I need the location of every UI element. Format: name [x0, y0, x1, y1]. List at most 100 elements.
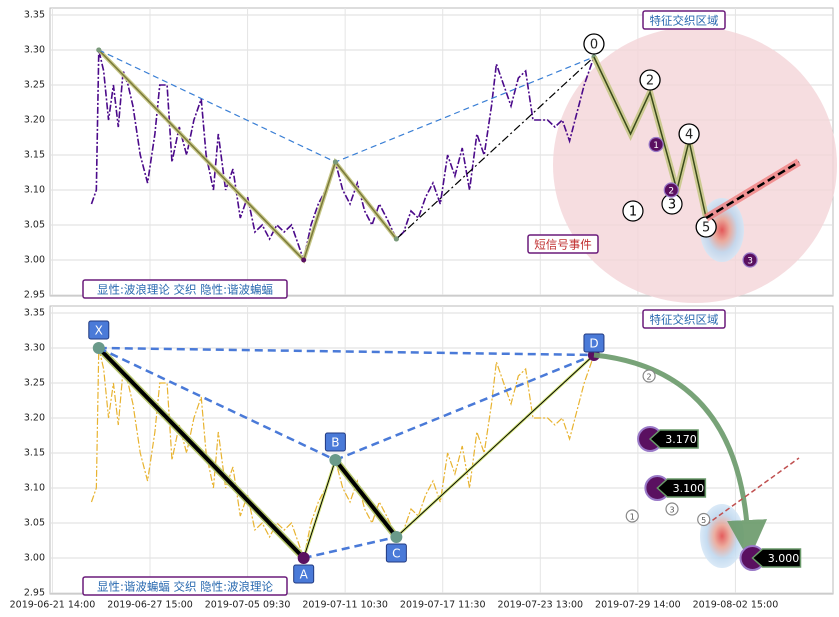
- point-label: A: [300, 568, 309, 582]
- marker: [665, 502, 679, 516]
- point-label-box: [293, 564, 315, 584]
- pattern-line: [98, 346, 336, 462]
- price-tag-label: 3.000: [768, 552, 800, 565]
- annotation: 特征交织区域: [650, 14, 719, 28]
- price-tag: [648, 429, 699, 449]
- point-label: X: [95, 324, 103, 338]
- y-tick-label: 3.20: [24, 115, 45, 126]
- price-tag-label: 3.170: [665, 433, 697, 446]
- marker-label: 1: [629, 205, 637, 220]
- y-tick-label: 3.00: [24, 255, 45, 266]
- x-tick-label: 2019-07-11 10:30: [302, 600, 388, 611]
- y-tick-label: 3.05: [24, 518, 45, 529]
- wave-label-ring: [639, 69, 661, 91]
- y-tick-label: 3.10: [24, 185, 45, 196]
- y-tick-label: 2.95: [24, 290, 45, 301]
- pattern-point: [96, 47, 102, 53]
- annotation-box: [82, 279, 288, 299]
- x-tick-label: 2019-06-21 14:00: [10, 600, 96, 611]
- pattern-point: [329, 454, 342, 466]
- marker: [622, 200, 644, 222]
- point-label: B: [331, 436, 339, 450]
- y-tick-label: 2.95: [24, 588, 45, 599]
- marker: [697, 512, 711, 527]
- projection-arc: [593, 352, 768, 560]
- annotation-box: [82, 576, 288, 596]
- point-label-box: [385, 543, 407, 563]
- wave-label-ring: [678, 123, 700, 145]
- marker-label: 2: [668, 187, 674, 197]
- marker-label: 1: [653, 141, 659, 151]
- trend-line: [705, 457, 800, 526]
- y-tick-label: 3.30: [24, 343, 45, 354]
- y-tick-label: 3.00: [24, 553, 45, 564]
- marker-label: 2: [647, 373, 652, 382]
- marker: [742, 252, 758, 268]
- pattern-line: [98, 49, 397, 262]
- x-tick-label: 2019-07-23 13:00: [497, 600, 583, 611]
- annotation-box: [527, 234, 599, 254]
- x-tick-label: 2019-07-05 09:30: [205, 600, 291, 611]
- annotation-box: [642, 10, 726, 30]
- x-tick-label: 2019-07-29 14:00: [595, 600, 681, 611]
- marker-label: 3: [747, 257, 753, 267]
- wave-label: 2: [646, 74, 654, 89]
- pattern-line: [333, 458, 398, 539]
- pattern-point: [297, 552, 310, 564]
- y-tick-label: 3.10: [24, 483, 45, 494]
- marker-label: 1: [630, 513, 635, 522]
- annotation: 特征交织区域: [650, 313, 719, 327]
- x-tick-label: 2019-07-17 11:30: [400, 600, 486, 611]
- marker: [642, 369, 656, 383]
- marker-label: 3: [669, 506, 674, 515]
- pattern-point: [92, 342, 105, 354]
- marker: [625, 509, 639, 523]
- price-tag-label: 3.100: [673, 482, 705, 495]
- annotation: 短信号事件: [534, 238, 592, 252]
- y-tick-label: 3.35: [24, 308, 45, 319]
- point-label: C: [392, 547, 400, 561]
- y-tick-label: 3.35: [24, 10, 45, 21]
- x-tick-label: 2019-06-27 15:00: [107, 600, 193, 611]
- point-label-box: [88, 320, 110, 340]
- x-tick-label: 2019-08-02 15:00: [693, 600, 779, 611]
- pattern-point: [301, 257, 307, 263]
- y-tick-label: 3.15: [24, 448, 45, 459]
- annotation-box: [642, 309, 726, 329]
- pattern-line: [334, 353, 595, 462]
- price-line: [90, 347, 595, 561]
- price-tag: [656, 478, 707, 498]
- pattern-line: [98, 346, 594, 357]
- marker-label: 5: [701, 516, 706, 525]
- y-tick-label: 3.05: [24, 220, 45, 231]
- y-tick-label: 3.25: [24, 378, 45, 389]
- price-tag: [751, 548, 802, 568]
- trend-line: [705, 160, 800, 220]
- wave-line: [593, 56, 707, 219]
- pattern-point: [393, 236, 399, 242]
- wave-label-ring: [583, 33, 605, 55]
- pattern-line: [97, 346, 306, 560]
- marker: [648, 136, 664, 153]
- annotation: 显性:波浪理论 交织 隐性:谐波蝙蝠: [97, 283, 273, 297]
- pattern-line: [395, 56, 595, 240]
- point-label: D: [589, 337, 598, 351]
- wave-label: 0: [590, 38, 598, 53]
- pattern-line: [396, 354, 595, 538]
- pattern-point: [390, 531, 403, 543]
- wave-label: 5: [702, 221, 710, 236]
- annotation: 显性:谐波蝙蝠 交织 隐性:波浪理论: [97, 580, 274, 594]
- pattern-line: [303, 459, 336, 559]
- y-tick-label: 3.15: [24, 150, 45, 161]
- marker: [663, 182, 679, 198]
- point-label-box: [583, 333, 605, 353]
- marker-label: 3: [668, 198, 676, 213]
- wave-label: 4: [685, 128, 693, 143]
- point-label-box: [324, 432, 346, 452]
- y-tick-label: 3.20: [24, 413, 45, 424]
- y-tick-label: 3.25: [24, 80, 45, 91]
- y-tick-label: 3.30: [24, 45, 45, 56]
- pattern-point: [332, 159, 338, 165]
- pattern-line: [303, 535, 397, 560]
